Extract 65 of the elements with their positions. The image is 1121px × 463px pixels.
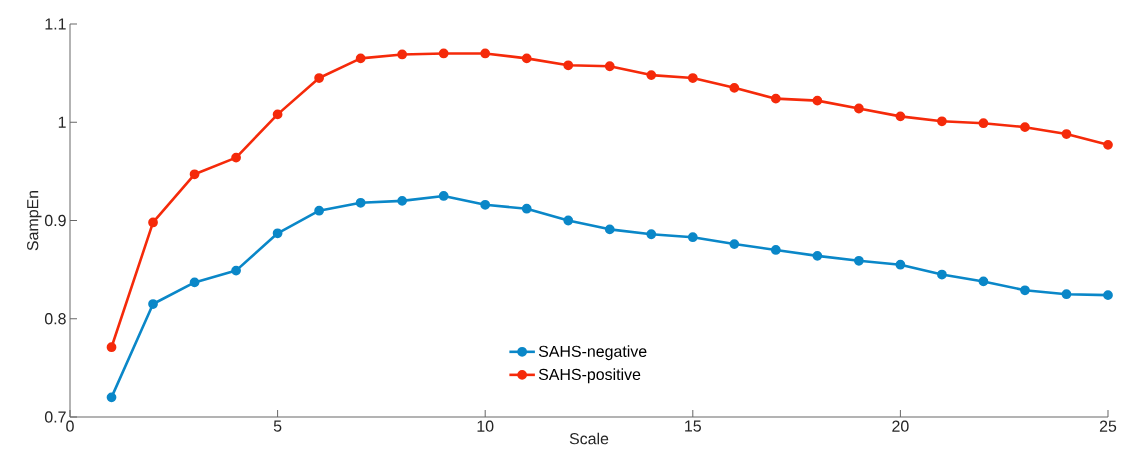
point bbox=[189, 169, 200, 180]
point bbox=[438, 191, 449, 201]
point bbox=[355, 53, 366, 64]
legend-label: SAHS-negative bbox=[538, 345, 647, 361]
x-tick-label: 25 bbox=[1099, 420, 1117, 432]
point bbox=[604, 61, 615, 72]
point bbox=[1020, 285, 1030, 296]
point bbox=[272, 109, 283, 120]
point bbox=[231, 265, 241, 276]
y-tick-label: 0.8 bbox=[44, 313, 66, 325]
y-tick-label: 1.1 bbox=[45, 18, 66, 30]
point bbox=[978, 118, 989, 129]
point bbox=[231, 152, 241, 163]
y-tick-label: 0.7 bbox=[44, 411, 66, 423]
point bbox=[812, 95, 823, 106]
point bbox=[853, 103, 864, 114]
point bbox=[812, 250, 823, 261]
point bbox=[106, 392, 117, 403]
point bbox=[729, 82, 740, 93]
point bbox=[770, 93, 781, 104]
point bbox=[646, 70, 657, 80]
point bbox=[729, 239, 740, 249]
point bbox=[646, 229, 657, 240]
point bbox=[314, 73, 325, 83]
point bbox=[189, 277, 200, 288]
point bbox=[314, 205, 325, 216]
x-tick-label: 20 bbox=[892, 420, 909, 432]
x-tick-label: 0 bbox=[66, 420, 74, 432]
point bbox=[895, 111, 906, 122]
point bbox=[1061, 129, 1072, 139]
x-tick-label: 5 bbox=[273, 420, 282, 432]
legend-label: SAHS-positive bbox=[538, 368, 641, 384]
point bbox=[438, 48, 449, 59]
point bbox=[521, 53, 532, 64]
point bbox=[148, 217, 158, 228]
point bbox=[1020, 122, 1030, 133]
point bbox=[770, 245, 781, 255]
point bbox=[397, 195, 408, 206]
point bbox=[1061, 289, 1072, 300]
point bbox=[895, 259, 906, 270]
point bbox=[480, 48, 491, 59]
y-axis-title: SampEn bbox=[27, 190, 42, 251]
y-tick-label: 0.9 bbox=[44, 214, 66, 227]
point bbox=[1103, 139, 1113, 150]
point bbox=[563, 215, 574, 226]
point bbox=[687, 232, 698, 243]
x-tick-label: 10 bbox=[477, 420, 494, 432]
point bbox=[355, 197, 366, 208]
point bbox=[1103, 290, 1113, 301]
x-tick-label: 15 bbox=[685, 420, 701, 432]
point bbox=[148, 299, 158, 309]
point bbox=[563, 60, 574, 71]
point bbox=[397, 49, 408, 60]
point bbox=[521, 203, 532, 214]
point bbox=[937, 116, 947, 127]
point bbox=[480, 199, 491, 210]
point bbox=[272, 228, 283, 239]
point bbox=[604, 224, 615, 235]
point bbox=[853, 255, 864, 266]
y-tick-label: 1 bbox=[58, 116, 66, 128]
x-axis-title: Scale bbox=[569, 432, 609, 445]
point bbox=[937, 269, 947, 280]
point bbox=[978, 276, 989, 287]
point bbox=[687, 73, 698, 83]
point bbox=[106, 342, 117, 353]
